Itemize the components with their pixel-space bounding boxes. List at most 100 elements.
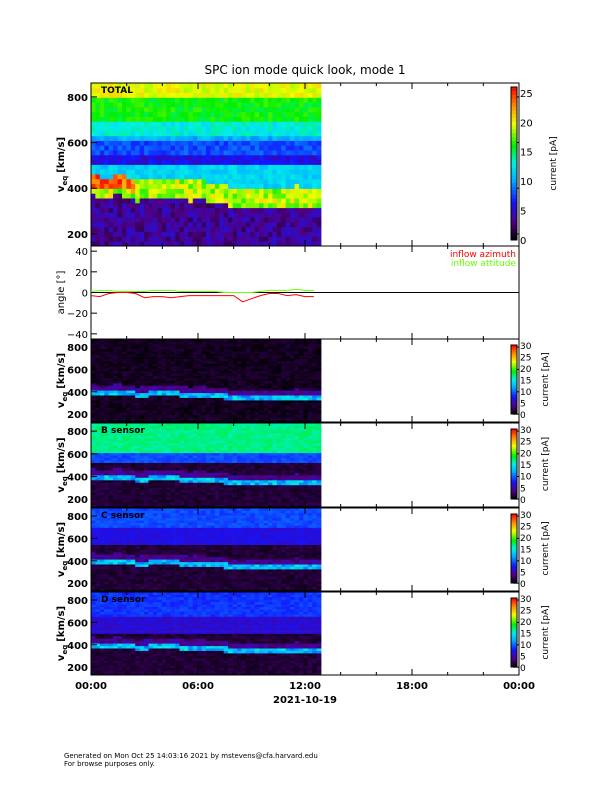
heatmap-cell <box>197 430 202 434</box>
heatmap-cell <box>104 435 110 439</box>
heatmap-cell <box>241 348 247 352</box>
heatmap-cell <box>237 400 242 403</box>
heatmap-cell <box>188 450 194 454</box>
heatmap-cell <box>272 169 278 175</box>
y-tick-label: 800 <box>67 343 88 354</box>
heatmap-cell <box>175 435 180 439</box>
heatmap-cell <box>241 111 247 117</box>
heatmap-cell <box>161 351 167 354</box>
heatmap-cell <box>228 419 233 423</box>
heatmap-cell <box>214 154 220 161</box>
heatmap-cell <box>232 397 238 401</box>
heatmap-cell <box>245 178 251 185</box>
heatmap-cell <box>206 395 211 398</box>
heatmap-cell <box>254 497 260 500</box>
heatmap-cell <box>175 423 180 426</box>
heatmap-cell <box>307 231 313 237</box>
heatmap-cell <box>95 178 101 185</box>
heatmap-cell <box>130 183 136 189</box>
heatmap-cell <box>312 407 317 411</box>
heatmap-cell <box>232 207 238 213</box>
heatmap-cell <box>161 462 167 466</box>
heatmap-cell <box>298 154 304 161</box>
heatmap-cell <box>201 343 207 347</box>
heatmap-cell <box>250 130 256 137</box>
heatmap-cell <box>135 419 140 423</box>
heatmap-cell <box>157 135 163 141</box>
heatmap-cell <box>139 135 145 141</box>
heatmap-cell <box>290 356 295 359</box>
heatmap-cell <box>95 467 101 471</box>
heatmap-cell <box>245 492 251 496</box>
heatmap-cell <box>126 178 132 185</box>
heatmap-cell <box>161 423 167 426</box>
heatmap-cell <box>214 504 220 508</box>
heatmap-cell <box>161 348 167 352</box>
heatmap-cell <box>144 222 149 228</box>
heatmap-cell <box>263 130 269 137</box>
heatmap-cell <box>232 339 238 342</box>
heatmap-cell <box>152 387 158 391</box>
heatmap-cell <box>144 460 149 463</box>
heatmap-cell <box>201 111 207 117</box>
heatmap-cell <box>254 387 260 391</box>
heatmap-cell <box>298 378 304 381</box>
heatmap-cell <box>135 92 140 98</box>
heatmap-cell <box>113 188 118 194</box>
heatmap-cell <box>117 482 123 486</box>
heatmap-cell <box>161 363 167 367</box>
heatmap-cell <box>303 368 309 372</box>
heatmap-cell <box>161 474 167 478</box>
heatmap-cell <box>135 427 140 431</box>
heatmap-cell <box>166 450 171 454</box>
heatmap-cell <box>152 202 158 209</box>
heatmap-cell <box>122 370 127 374</box>
heatmap-cell <box>223 380 229 384</box>
heatmap-cell <box>250 423 256 426</box>
heatmap-cell <box>175 392 180 396</box>
heatmap-cell <box>188 87 194 93</box>
heatmap-cell <box>99 450 105 454</box>
heatmap-cell <box>232 92 238 98</box>
heatmap-cell <box>268 412 273 415</box>
heatmap-cell <box>214 440 220 444</box>
heatmap-cell <box>285 409 291 413</box>
heatmap-cell <box>152 472 158 476</box>
heatmap-cell <box>192 193 198 199</box>
heatmap-cell <box>161 497 167 500</box>
heatmap-cell <box>135 447 140 451</box>
heatmap-cell <box>223 472 229 476</box>
heatmap-cell <box>303 145 309 151</box>
heatmap-cell <box>144 343 149 347</box>
heatmap-cell <box>126 343 132 347</box>
heatmap-cell <box>250 385 256 389</box>
heatmap-cell <box>91 400 96 403</box>
heatmap-cell <box>192 370 198 374</box>
heatmap-cell <box>241 378 247 381</box>
heatmap-cell <box>135 368 140 372</box>
heatmap-cell <box>126 363 132 367</box>
heatmap-cell <box>139 450 145 454</box>
heatmap-cell <box>245 135 251 141</box>
heatmap-cell <box>263 358 269 362</box>
heatmap-cell <box>104 472 110 476</box>
heatmap-cell <box>161 427 167 431</box>
heatmap-cell <box>95 87 101 93</box>
heatmap-cell <box>259 380 264 384</box>
heatmap-cell <box>104 440 110 444</box>
heatmap-cell <box>294 202 300 209</box>
colorbar <box>510 86 518 241</box>
heatmap-cell <box>139 87 145 93</box>
heatmap-cell <box>183 452 189 456</box>
heatmap-cell <box>232 193 238 199</box>
colorbar-cell <box>511 346 517 349</box>
heatmap-cell <box>192 102 198 108</box>
heatmap-cell <box>152 499 158 503</box>
heatmap-cell <box>108 107 114 113</box>
heatmap-cell <box>179 423 185 426</box>
heatmap-cell <box>130 472 136 476</box>
heatmap-cell <box>312 97 317 103</box>
heatmap-cell <box>232 404 238 408</box>
heatmap-cell <box>276 370 282 374</box>
heatmap-cell <box>245 346 251 350</box>
